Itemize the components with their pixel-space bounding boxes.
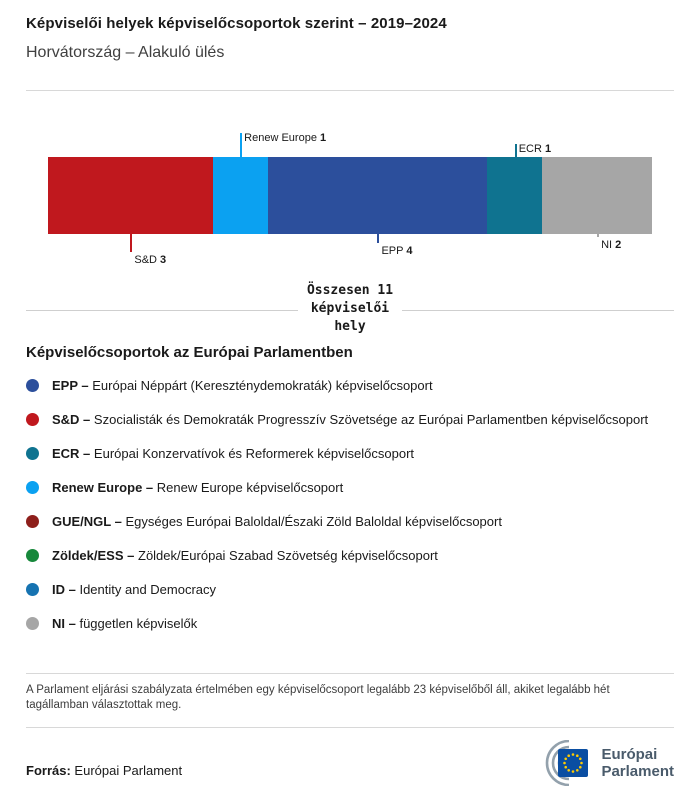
legend-text-epp: EPP – Európai Néppárt (Kereszténydemokra… [52, 377, 433, 395]
page-title: Képviselői helyek képviselőcsoportok sze… [26, 15, 447, 32]
header-divider [26, 90, 674, 91]
footer: Forrás: Európai Parlament [26, 740, 674, 786]
bar-segment-renew-europe[interactable] [212, 157, 268, 234]
footnote: A Parlament eljárási szabályzata értelmé… [26, 684, 610, 711]
legend-abbr: S&D – [52, 412, 91, 427]
legend-dot-ecr [26, 447, 39, 460]
legend-dot-epp [26, 379, 39, 392]
annotation-pointer-line [597, 234, 600, 237]
legend-dot-sd [26, 413, 39, 426]
legend-abbr: GUE/NGL – [52, 514, 122, 529]
legend-desc: független képviselők [79, 616, 198, 631]
legend-list: EPP – Európai Néppárt (Kereszténydemokra… [26, 377, 674, 633]
legend-item-renew: Renew Europe – Renew Europe képviselőcso… [26, 479, 674, 497]
legend-abbr: Renew Europe – [52, 480, 154, 495]
legend-text-guengl: GUE/NGL – Egységes Európai Baloldal/Észa… [52, 513, 502, 531]
legend-item-ecr: ECR – Európai Konzervatívok és Reformere… [26, 445, 674, 463]
bar-segment-epp[interactable] [267, 157, 488, 234]
legend-text-sd: S&D – Szocialisták és Demokraták Progres… [52, 411, 648, 429]
legend-item-epp: EPP – Európai Néppárt (Kereszténydemokra… [26, 377, 674, 395]
source-divider [26, 727, 674, 728]
annotation-pointer-line [377, 234, 380, 243]
legend-text-ni: NI – független képviselők [52, 615, 197, 633]
legend-abbr: Zöldek/ESS – [52, 548, 135, 563]
legend-item-greens: Zöldek/ESS – Zöldek/Európai Szabad Szöve… [26, 547, 674, 565]
ep-logo-line1: Európai [601, 746, 658, 763]
legend-heading: Képviselőcsoportok az Európai Parlamentb… [26, 344, 353, 361]
footnote-divider [26, 673, 674, 674]
legend-abbr: ID – [52, 582, 76, 597]
ep-hemicycle-icon [546, 740, 589, 786]
annotation-pointer-line [130, 234, 133, 252]
annotation-label: ECR 1 [518, 143, 552, 155]
annotation-label: S&D 3 [134, 254, 167, 266]
legend-abbr: NI – [52, 616, 76, 631]
legend-dot-id [26, 583, 39, 596]
annotation-pointer-line [240, 133, 243, 157]
chart-labels-below: S&D 3 EPP 4 NI 2 [48, 234, 652, 268]
legend-text-renew: Renew Europe – Renew Europe képviselőcso… [52, 479, 343, 497]
bar-segment-ecr[interactable] [487, 157, 543, 234]
legend-text-id: ID – Identity and Democracy [52, 581, 216, 599]
legend-desc: Európai Konzervatívok és Reformerek képv… [93, 446, 415, 461]
source-value: Európai Parlament [74, 763, 183, 778]
eu-flag [558, 749, 589, 777]
annotation-label: Renew Europe 1 [244, 132, 327, 144]
ep-logo-text: Európai Parlament [601, 746, 674, 780]
annotation-pointer-line [514, 144, 517, 157]
total-seats-label: Összesen 11 képviselői hely [298, 282, 402, 336]
legend-desc: Zöldek/Európai Szabad Szövetség képvisel… [138, 548, 438, 563]
annotation-label: EPP 4 [381, 245, 413, 257]
european-parliament-logo: Európai Parlament [531, 740, 674, 786]
legend-abbr: ECR – [52, 446, 91, 461]
legend-desc: Európai Néppárt (Kereszténydemokraták) k… [92, 378, 433, 393]
legend-desc: Szocialisták és Demokraták Progresszív S… [93, 412, 649, 427]
legend-item-guengl: GUE/NGL – Egységes Európai Baloldal/Észa… [26, 513, 674, 531]
legend-abbr: EPP – [52, 378, 89, 393]
legend-text-ecr: ECR – Európai Konzervatívok és Reformere… [52, 445, 414, 463]
legend-text-greens: Zöldek/ESS – Zöldek/Európai Szabad Szöve… [52, 547, 438, 565]
legend-desc: Renew Europe képviselőcsoport [156, 480, 344, 495]
total-callout: Összesen 11 képviselői hely [26, 282, 674, 338]
legend-dot-guengl [26, 515, 39, 528]
bar-segment-ni[interactable] [542, 157, 652, 234]
legend-dot-renew [26, 481, 39, 494]
legend-dot-greens [26, 549, 39, 562]
ep-logo-line2: Parlament [601, 763, 674, 780]
chart-labels-above: Renew Europe 1 ECR 1 [48, 127, 652, 157]
annotation-label: NI 2 [601, 239, 622, 251]
bar-segment-s-d[interactable] [48, 157, 213, 234]
legend-desc: Egységes Európai Baloldal/Északi Zöld Ba… [125, 514, 502, 529]
seat-chart: Renew Europe 1 ECR 1 S&D 3 EPP 4 NI 2 [48, 127, 652, 268]
legend-item-sd: S&D – Szocialisták és Demokraták Progres… [26, 411, 674, 429]
seat-bar [48, 157, 652, 234]
legend-item-id: ID – Identity and Democracy [26, 581, 674, 599]
source-label: Forrás: [26, 763, 71, 778]
legend-item-ni: NI – független képviselők [26, 615, 674, 633]
source-line: Forrás: Európai Parlament [26, 763, 182, 778]
legend-desc: Identity and Democracy [79, 582, 217, 597]
legend-dot-ni [26, 617, 39, 630]
page-subtitle: Horvátország – Alakuló ülés [26, 44, 225, 61]
